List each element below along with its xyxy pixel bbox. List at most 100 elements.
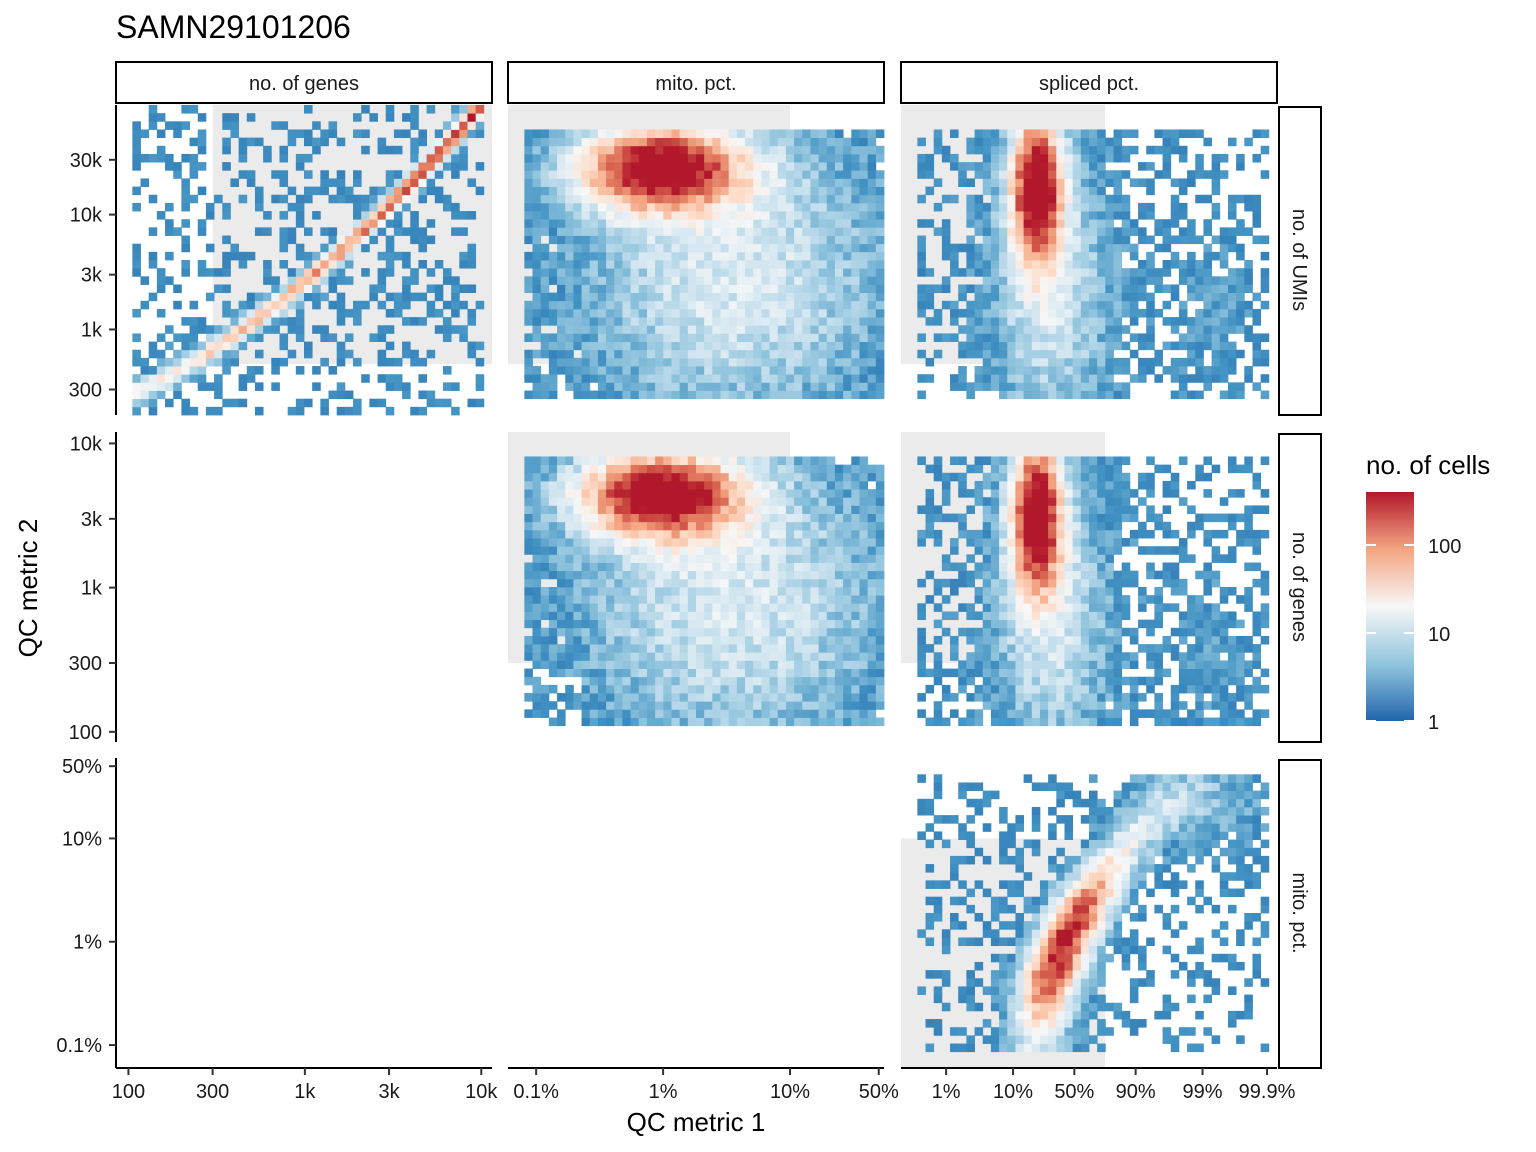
density-bin — [933, 635, 943, 645]
density-bin — [1195, 390, 1204, 400]
density-bin — [589, 300, 599, 310]
density-bin — [712, 635, 721, 645]
density-bin — [1146, 162, 1155, 171]
density-bin — [361, 105, 370, 114]
density-bin — [336, 317, 346, 326]
density-bin — [671, 349, 681, 359]
density-bin — [875, 251, 885, 261]
density-bin — [614, 162, 623, 171]
density-bin — [181, 260, 190, 269]
density-bin — [336, 178, 346, 187]
density-bin — [614, 137, 623, 147]
density-bin — [597, 268, 607, 277]
density-bin — [1023, 489, 1033, 498]
density-bin — [671, 137, 681, 147]
density-bin — [540, 595, 550, 604]
density-bin — [999, 243, 1008, 253]
density-bin — [1064, 300, 1074, 310]
density-bin — [753, 251, 762, 261]
density-bin — [851, 243, 860, 253]
density-bin — [826, 472, 836, 482]
density-bin — [663, 554, 672, 563]
density-bin — [851, 684, 860, 694]
density-bin — [875, 202, 885, 212]
density-bin — [1089, 211, 1098, 220]
density-bin — [802, 153, 811, 163]
density-bin — [753, 260, 762, 269]
density-bin — [941, 611, 951, 621]
density-bin — [950, 668, 959, 678]
density-bin — [663, 464, 672, 474]
density-bin — [557, 129, 566, 139]
density-bin — [696, 668, 705, 678]
density-bin — [573, 145, 582, 155]
density-bin — [834, 357, 844, 367]
density-bin — [1072, 137, 1082, 147]
density-bin — [589, 374, 599, 383]
density-bin — [597, 693, 607, 702]
density-bin — [1178, 341, 1188, 351]
density-bin — [1039, 366, 1049, 375]
density-bin — [999, 578, 1008, 588]
density-bin — [974, 587, 984, 596]
density-bin — [1260, 300, 1270, 310]
density-bin — [875, 186, 885, 196]
density-bin — [1023, 137, 1033, 147]
density-bin — [320, 260, 329, 269]
density-bin — [990, 603, 1000, 612]
density-bin — [753, 202, 762, 212]
density-bin — [974, 546, 984, 555]
density-bin — [834, 251, 844, 261]
density-bin — [736, 701, 746, 710]
density-bin — [1089, 292, 1098, 302]
density-bin — [728, 668, 738, 678]
density-bin — [1138, 211, 1147, 220]
density-bin — [917, 243, 926, 253]
density-bin — [941, 578, 951, 588]
density-bin — [614, 349, 623, 359]
density-bin — [622, 456, 631, 466]
density-bin — [1097, 268, 1106, 277]
density-bin — [679, 235, 689, 245]
density-bin — [777, 300, 787, 310]
density-bin — [810, 162, 819, 171]
density-bin — [777, 587, 787, 596]
density-bin — [999, 235, 1008, 245]
density-bin — [459, 162, 468, 171]
density-bin — [557, 300, 566, 310]
density-bin — [548, 178, 558, 187]
density-bin — [720, 676, 730, 686]
density-bin — [917, 538, 926, 547]
density-bin — [950, 268, 959, 277]
density-bin — [1089, 374, 1098, 383]
density-bin — [950, 587, 959, 596]
density-bin — [810, 202, 819, 212]
density-bin — [548, 513, 558, 523]
density-bin — [589, 308, 599, 318]
density-bin — [320, 398, 329, 408]
density-bin — [843, 611, 852, 621]
density-bin — [320, 178, 329, 187]
density-bin — [769, 390, 779, 400]
density-bin — [785, 693, 795, 702]
density-bin — [540, 145, 550, 155]
density-bin — [597, 652, 607, 661]
density-bin — [1007, 635, 1016, 645]
density-bin — [794, 717, 803, 727]
density-bin — [557, 186, 566, 196]
density-bin — [859, 497, 869, 506]
density-bin — [573, 284, 582, 294]
density-bin — [941, 243, 951, 253]
density-bin — [1211, 308, 1221, 318]
density-bin — [638, 194, 648, 204]
density-bin — [418, 162, 427, 171]
density-bin — [1211, 349, 1221, 359]
density-bin — [197, 325, 207, 334]
density-bin — [720, 701, 730, 710]
density-bin — [1039, 202, 1049, 212]
density-bin — [548, 554, 558, 563]
density-bin — [802, 145, 811, 155]
density-bin — [565, 538, 574, 547]
density-bin — [573, 374, 582, 383]
density-bin — [254, 406, 264, 416]
